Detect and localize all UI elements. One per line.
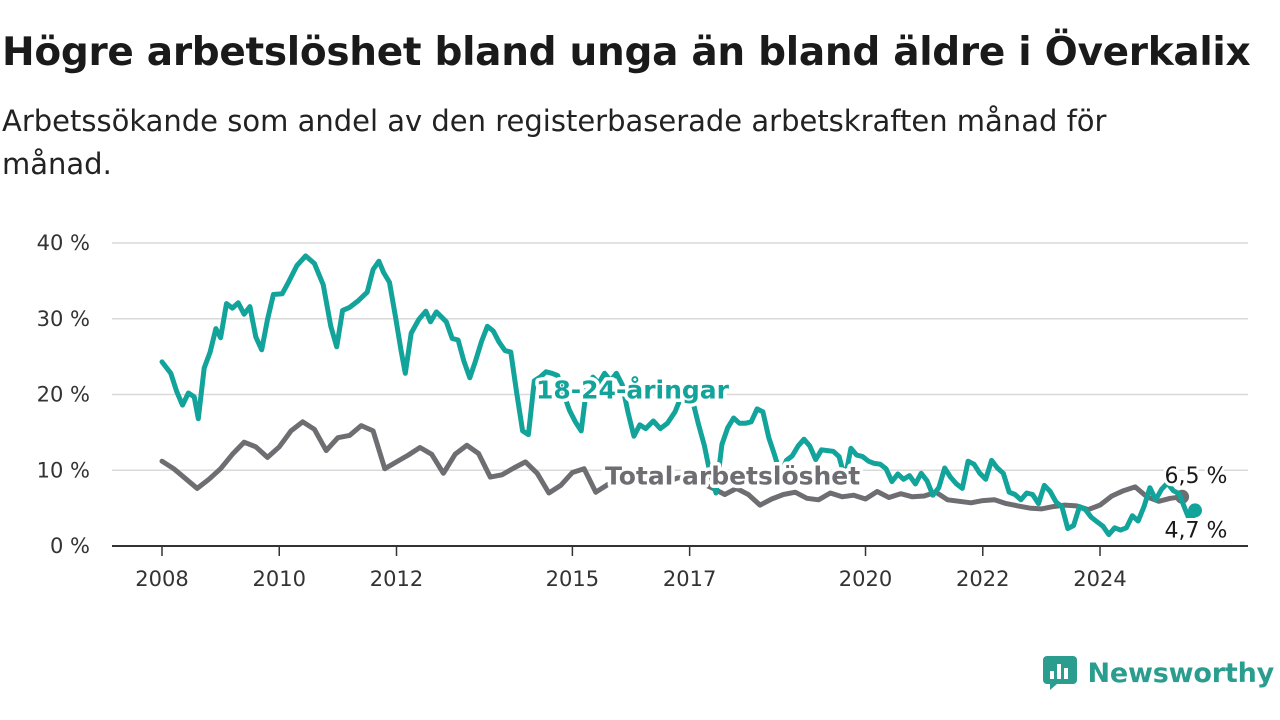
- y-tick-label: 20 %: [37, 383, 90, 407]
- chart-subtitle: Arbetssökande som andel av den registerb…: [2, 104, 1107, 181]
- axes: 0 % 10 % 20 % 30 % 40 % 2008 2010 2012 2015 2017 2…: [37, 231, 1248, 591]
- series-end-dot-1: [1188, 503, 1202, 518]
- x-tick-label: 2015: [546, 567, 599, 591]
- y-tick-label: 40 %: [37, 231, 90, 255]
- x-tick-label: 2008: [135, 567, 188, 591]
- brand-logo: Newsworthy: [1042, 652, 1274, 694]
- y-tick-label: 30 %: [37, 307, 90, 331]
- y-tick-label: 0 %: [50, 534, 90, 558]
- end-value-label: 6,5 %: [1165, 464, 1228, 489]
- newsworthy-logo-icon: [1042, 656, 1077, 690]
- x-tick-label: 2024: [1073, 567, 1126, 591]
- x-tick-label: 2010: [253, 567, 306, 591]
- chart-title: Högre arbetslöshet bland unga än bland ä…: [2, 30, 1251, 75]
- series-line-0: [159, 419, 1185, 513]
- x-tick-label: 2017: [663, 567, 716, 591]
- brand-name: Newsworthy: [1087, 657, 1275, 689]
- x-tick-label: 2022: [956, 567, 1009, 591]
- series-lines: [159, 253, 1202, 538]
- series-labels: 18-24-åringar Total arbetslöshet 6,5 % 4,7 …: [533, 372, 1231, 547]
- series-label: Total arbetslöshet: [605, 462, 860, 491]
- x-tick-label: 2020: [839, 567, 892, 591]
- y-tick-label: 10 %: [37, 458, 90, 482]
- gridlines: [112, 242, 1248, 471]
- line-chart: 0 % 10 % 20 % 30 % 40 % 2008 2010 2012 2015 2017 2…: [37, 231, 1248, 591]
- end-value-label: 4,7 %: [1165, 518, 1228, 543]
- x-tick-label: 2012: [370, 567, 423, 591]
- series-line-1: [159, 253, 1198, 538]
- series-label: 18-24-åringar: [536, 375, 730, 404]
